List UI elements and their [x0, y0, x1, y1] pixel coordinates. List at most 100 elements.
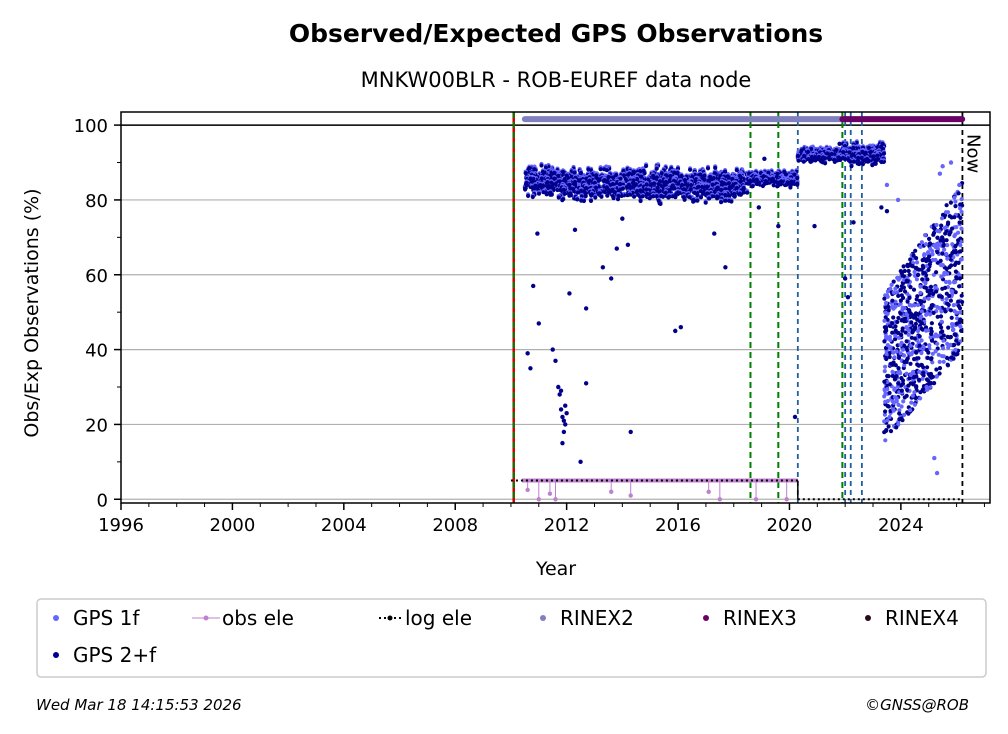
- gps2f-point: [703, 200, 708, 205]
- gps1f-point: [934, 374, 940, 379]
- gps2f-point: [929, 321, 935, 326]
- gps2f-point: [806, 157, 811, 162]
- gps2f-point: [957, 220, 962, 225]
- gps1f-point: [930, 257, 936, 263]
- gps2f-point: [713, 165, 718, 170]
- gps2f-outlier: [756, 205, 762, 210]
- gps2f-point: [948, 200, 954, 205]
- gps2f-point: [546, 183, 551, 189]
- gps1f-point: [945, 341, 950, 346]
- gps2f-point: [770, 176, 775, 181]
- gps2f-point: [727, 198, 732, 203]
- gps2f-point: [925, 365, 930, 370]
- gps2f-point: [934, 367, 939, 372]
- gps2f-point: [887, 323, 893, 329]
- gps2f-point: [671, 178, 677, 183]
- gps2f-point: [708, 174, 713, 179]
- gps2f-point: [682, 187, 687, 192]
- gps2f-point: [578, 170, 584, 176]
- gps2f-point: [952, 215, 957, 220]
- gps1f-point: [922, 296, 927, 301]
- gps1f-point: [939, 309, 944, 314]
- gps2f-point: [523, 171, 528, 176]
- gps2f-point: [561, 197, 566, 202]
- obs-ele-point: [784, 497, 789, 502]
- gps2f-point: [913, 325, 918, 330]
- gps1f-point: [919, 338, 924, 343]
- gps1f-point: [948, 342, 953, 347]
- gps1f-point: [918, 396, 923, 401]
- gps2f-point: [562, 191, 567, 196]
- gps2f-point: [881, 151, 887, 156]
- gps2f-point: [802, 153, 807, 158]
- gps2f-point: [924, 377, 930, 382]
- gps2f-point: [572, 170, 577, 175]
- gps2f-point: [552, 170, 557, 175]
- gps1f-point: [909, 303, 914, 308]
- gps2f-point: [763, 179, 768, 184]
- gps2f-point: [775, 171, 780, 176]
- gps2f-outlier: [553, 358, 558, 364]
- gps2f-outlier: [614, 246, 619, 251]
- gps1f-point: [882, 419, 887, 424]
- gps2f-point: [891, 315, 896, 320]
- gps2f-point: [930, 303, 935, 308]
- gps2f-point: [745, 190, 750, 195]
- gps2f-point: [579, 188, 584, 193]
- obs-ele-point: [525, 487, 530, 493]
- gps2f-point: [672, 170, 677, 175]
- gps2f-point: [832, 157, 837, 162]
- gps2f-outlier: [620, 216, 625, 221]
- gps2f-point: [925, 355, 930, 360]
- gps1f-point: [895, 275, 900, 280]
- gps1f-point: [898, 351, 903, 356]
- gps2f-point: [668, 173, 673, 179]
- gps1f-point: [885, 418, 890, 423]
- gps2f-point: [951, 351, 956, 356]
- gps2f-point: [915, 294, 920, 299]
- gps2f-point: [710, 194, 715, 199]
- gps2f-point: [913, 321, 919, 326]
- gps2f-point: [687, 195, 692, 200]
- gps1f-point: [910, 393, 915, 398]
- gps2f-outlier: [528, 366, 533, 371]
- gps2f-point: [651, 173, 656, 178]
- gps1f-point: [915, 260, 920, 265]
- gps2f-point: [700, 184, 705, 189]
- gps2f-point: [856, 155, 861, 160]
- gps2f-point: [655, 185, 660, 190]
- gps2f-point: [599, 194, 604, 199]
- gps2f-point: [627, 192, 632, 197]
- gps2f-point: [583, 194, 588, 199]
- gps1f-point: [955, 316, 960, 321]
- gps2f-point: [676, 190, 681, 195]
- gps2f-point: [885, 373, 890, 379]
- gps2f-point: [594, 173, 599, 178]
- gps1f-point: [893, 304, 898, 309]
- gps1f-point: [927, 343, 932, 348]
- gps2f-point: [538, 183, 543, 188]
- gps2f-point: [618, 176, 623, 181]
- gps2f-point: [896, 355, 902, 360]
- gps2f-point: [552, 176, 557, 181]
- gps1f-point: [923, 281, 928, 286]
- gps2f-point: [888, 429, 894, 434]
- obs-ele-point: [753, 497, 759, 502]
- gps2f-outlier: [572, 227, 578, 233]
- gps1f-point: [934, 222, 939, 228]
- gps2f-point: [890, 321, 895, 326]
- gps1f-point: [953, 199, 958, 204]
- gps2f-point: [627, 171, 632, 176]
- gps1f-point: [943, 279, 949, 285]
- gps2f-point: [705, 166, 711, 171]
- gps2f-point: [937, 371, 942, 376]
- gps2f-point: [719, 180, 724, 185]
- gps1f-point: [894, 349, 899, 354]
- gps2f-point: [734, 168, 739, 173]
- gps2f-point: [915, 267, 920, 272]
- gps1f-point: [920, 304, 926, 309]
- gps1f-point: [891, 408, 896, 413]
- gps2f-point: [556, 195, 561, 200]
- gps1f-point: [928, 335, 933, 340]
